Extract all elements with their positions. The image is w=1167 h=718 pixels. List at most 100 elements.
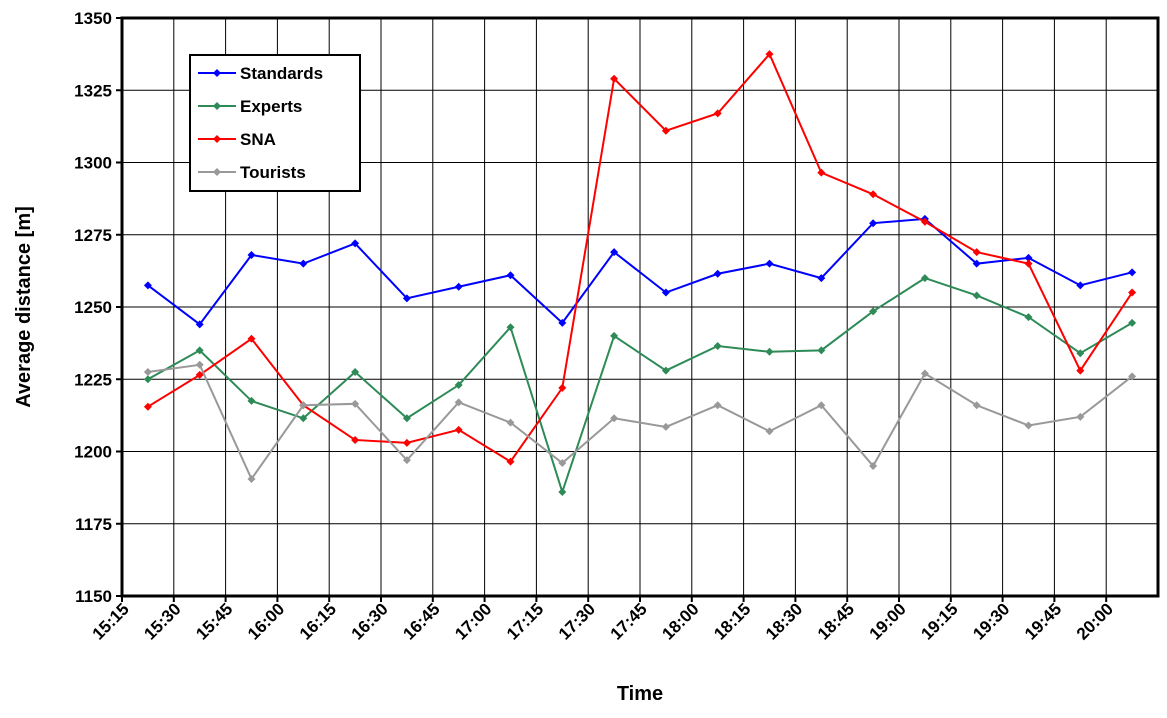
x-tick-label: 15:45 [192, 599, 236, 643]
data-point [765, 259, 774, 268]
data-point [713, 342, 722, 351]
x-tick-label: 16:30 [348, 599, 392, 643]
x-tick-label: 18:00 [658, 599, 702, 643]
y-tick-label: 1300 [74, 154, 112, 173]
legend-marker [213, 168, 221, 176]
x-tick-label: 19:30 [969, 599, 1013, 643]
x-tick-label: 15:30 [140, 599, 184, 643]
x-tick-label: 18:30 [762, 599, 806, 643]
data-point [351, 399, 360, 408]
data-point [299, 414, 308, 423]
data-point [817, 274, 826, 283]
data-point [869, 461, 878, 470]
data-point [402, 456, 411, 465]
data-point [713, 269, 722, 278]
legend-marker [213, 102, 221, 110]
x-tick-label: 17:15 [503, 599, 547, 643]
data-point [661, 126, 670, 135]
y-tick-label: 1175 [75, 515, 112, 534]
data-point [765, 427, 774, 436]
data-point [1128, 288, 1137, 297]
data-point [1024, 253, 1033, 262]
data-point [454, 282, 463, 291]
data-point [195, 320, 204, 329]
data-point [247, 396, 256, 405]
data-point [558, 383, 567, 392]
data-point [247, 250, 256, 259]
data-point [506, 418, 515, 427]
y-tick-label: 1325 [74, 81, 112, 100]
data-point [402, 294, 411, 303]
data-point [817, 346, 826, 355]
y-tick-label: 1150 [75, 587, 112, 606]
data-point [558, 487, 567, 496]
x-tick-label: 16:45 [399, 599, 443, 643]
x-axis-label: Time [617, 683, 663, 705]
data-point [506, 323, 515, 332]
data-point [869, 190, 878, 199]
data-point [920, 217, 929, 226]
x-tick-label: 19:00 [866, 599, 910, 643]
data-point [143, 402, 152, 411]
y-tick-label: 1275 [74, 226, 112, 245]
data-point [454, 425, 463, 434]
x-tick-label: 15:15 [89, 599, 133, 643]
y-tick-label: 1250 [74, 298, 112, 317]
data-point [195, 346, 204, 355]
data-point [765, 50, 774, 59]
x-tick-label: 19:15 [917, 599, 961, 643]
data-point [1128, 372, 1137, 381]
y-tick-label: 1200 [74, 443, 112, 462]
data-point [143, 375, 152, 384]
data-point [610, 331, 619, 340]
plot-border [120, 16, 1160, 598]
legend-marker [213, 135, 221, 143]
x-tick-label: 17:30 [555, 599, 599, 643]
data-point [195, 370, 204, 379]
legend-label: SNA [240, 130, 276, 149]
legend-marker [213, 69, 221, 77]
data-point [247, 334, 256, 343]
legend-label: Experts [240, 97, 302, 116]
y-axis-label: Average distance [m] [13, 206, 35, 408]
data-point [1076, 349, 1085, 358]
data-point [972, 401, 981, 410]
data-point [247, 474, 256, 483]
data-point [765, 347, 774, 356]
data-point [869, 307, 878, 316]
data-point [506, 271, 515, 280]
legend-label: Standards [240, 64, 323, 83]
data-point [1076, 366, 1085, 375]
data-point [972, 259, 981, 268]
data-point [558, 459, 567, 468]
data-point [817, 401, 826, 410]
data-point [713, 109, 722, 118]
data-point [1024, 421, 1033, 430]
x-tick-label: 18:45 [814, 599, 858, 643]
x-tick-label: 20:00 [1073, 599, 1117, 643]
data-point [351, 239, 360, 248]
data-point [454, 381, 463, 390]
data-point [610, 248, 619, 257]
x-tick-label: 18:15 [710, 599, 754, 643]
data-point [1076, 412, 1085, 421]
data-point [143, 368, 152, 377]
data-point [351, 368, 360, 377]
data-point [920, 369, 929, 378]
data-point [402, 414, 411, 423]
data-point [610, 414, 619, 423]
x-tick-label: 16:15 [296, 599, 340, 643]
x-tick-label: 16:00 [244, 599, 288, 643]
data-point [610, 74, 619, 83]
data-point [661, 288, 670, 297]
data-point [1024, 259, 1033, 268]
x-tick-label: 17:00 [451, 599, 495, 643]
data-point [558, 318, 567, 327]
data-point [143, 281, 152, 290]
x-tick-label: 19:45 [1021, 599, 1065, 643]
data-point [195, 360, 204, 369]
data-point [1076, 281, 1085, 290]
y-tick-label: 1225 [74, 370, 112, 389]
series-line [147, 52, 1133, 463]
